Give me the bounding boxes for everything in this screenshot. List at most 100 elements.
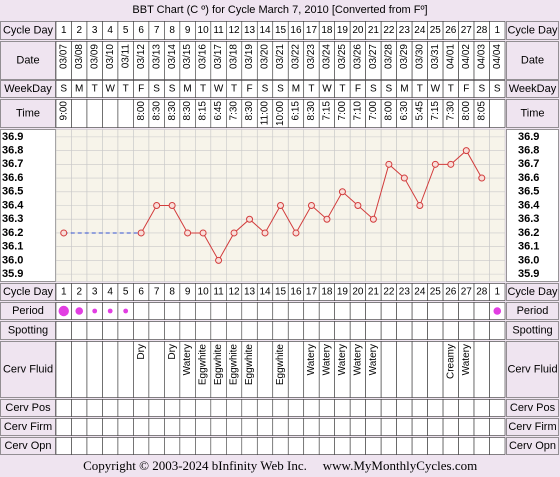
cell xyxy=(55,418,72,436)
y-tick-label: 36.8 xyxy=(2,144,23,156)
cell xyxy=(396,418,413,436)
cell xyxy=(226,321,243,340)
weekday: W xyxy=(322,84,332,95)
cell xyxy=(71,437,88,455)
label-cell xyxy=(506,41,559,80)
cycle-day: 18 xyxy=(321,25,333,36)
label-cell xyxy=(0,21,56,40)
cell xyxy=(489,21,506,40)
cerv-fluid: Watery xyxy=(182,344,193,375)
cell xyxy=(489,80,506,98)
cell xyxy=(287,321,305,340)
cycle-day: 11 xyxy=(213,287,224,298)
cell xyxy=(287,302,305,320)
weekday: S xyxy=(386,84,393,95)
cell xyxy=(179,399,196,417)
cycle-day: 21 xyxy=(368,287,380,298)
cell xyxy=(411,341,428,398)
cycle-day: 13 xyxy=(244,287,256,298)
cell xyxy=(334,321,351,340)
y-tick-label: 36.1 xyxy=(2,241,23,253)
cell xyxy=(256,302,274,320)
weekday: S xyxy=(262,84,269,95)
temperature-point xyxy=(277,202,284,209)
date: 03/25 xyxy=(337,44,348,69)
cell xyxy=(334,302,351,320)
date: 03/20 xyxy=(260,44,271,69)
cycle-day: 1 xyxy=(494,287,500,298)
cell xyxy=(318,321,335,340)
cell xyxy=(148,399,165,417)
weekday: F xyxy=(246,84,252,95)
temperature-point xyxy=(60,229,68,237)
cell xyxy=(427,437,444,455)
label-cell xyxy=(0,418,56,436)
date: 03/31 xyxy=(430,44,441,69)
temperature-point xyxy=(462,147,470,155)
temperature-point xyxy=(261,229,269,237)
weekday: T xyxy=(92,84,98,95)
label-cell xyxy=(0,437,56,455)
cell xyxy=(489,99,506,128)
cycle-day: 15 xyxy=(275,287,287,298)
cell xyxy=(86,399,103,417)
period-dot xyxy=(493,307,502,315)
cell xyxy=(489,283,506,301)
row-label: Cerv Opn xyxy=(509,440,556,452)
time: 6:30 xyxy=(399,101,410,121)
temperature-point xyxy=(215,256,223,264)
label-cell xyxy=(0,321,56,340)
weekday: T xyxy=(448,84,454,95)
cell xyxy=(55,399,72,417)
y-tick-label: 36.9 xyxy=(518,131,539,143)
cerv-fluid: Watery xyxy=(368,344,379,375)
cycle-day: 19 xyxy=(337,287,349,298)
cell xyxy=(287,341,305,398)
cycle-day: 14 xyxy=(259,25,271,36)
cell xyxy=(473,302,490,320)
cell xyxy=(489,41,506,80)
cell xyxy=(272,302,289,320)
cycle-day: 3 xyxy=(92,287,98,298)
weekday: F xyxy=(355,84,361,95)
y-tick-label: 36.3 xyxy=(518,213,539,225)
cell xyxy=(380,341,397,398)
cell xyxy=(411,437,428,455)
cell xyxy=(164,321,181,340)
cell xyxy=(442,321,459,340)
cell xyxy=(133,418,150,436)
cell xyxy=(489,418,506,436)
cell xyxy=(380,437,397,455)
cycle-day: 9 xyxy=(185,25,191,36)
cell xyxy=(210,437,227,455)
cycle-day: 22 xyxy=(383,25,395,36)
y-tick-label: 36.5 xyxy=(2,186,23,198)
row-label: Date xyxy=(16,54,39,66)
label-cell xyxy=(506,302,559,320)
cell xyxy=(349,321,366,340)
temperature-point xyxy=(447,160,455,168)
time: 8:30 xyxy=(244,101,255,121)
row-label: Period xyxy=(12,305,44,317)
cycle-day: 23 xyxy=(399,287,411,298)
time: 7:15 xyxy=(322,101,333,121)
y-tick-label: 35.9 xyxy=(518,268,539,280)
row-label: Period xyxy=(517,305,549,317)
weekday: S xyxy=(494,84,501,95)
date: 03/23 xyxy=(306,44,317,69)
cell xyxy=(396,302,413,320)
cell xyxy=(256,321,274,340)
date: 04/04 xyxy=(492,44,503,69)
time: 8:00 xyxy=(384,101,395,121)
cell xyxy=(303,418,320,436)
cell xyxy=(458,437,475,455)
row-label: WeekDay xyxy=(509,83,557,95)
cell xyxy=(303,399,320,417)
cell xyxy=(272,418,289,436)
row-label: Time xyxy=(16,107,40,119)
cell xyxy=(272,399,289,417)
cell xyxy=(102,399,119,417)
row-label: Cerv Fluid xyxy=(507,363,557,375)
cell xyxy=(427,302,444,320)
cell xyxy=(179,437,196,455)
